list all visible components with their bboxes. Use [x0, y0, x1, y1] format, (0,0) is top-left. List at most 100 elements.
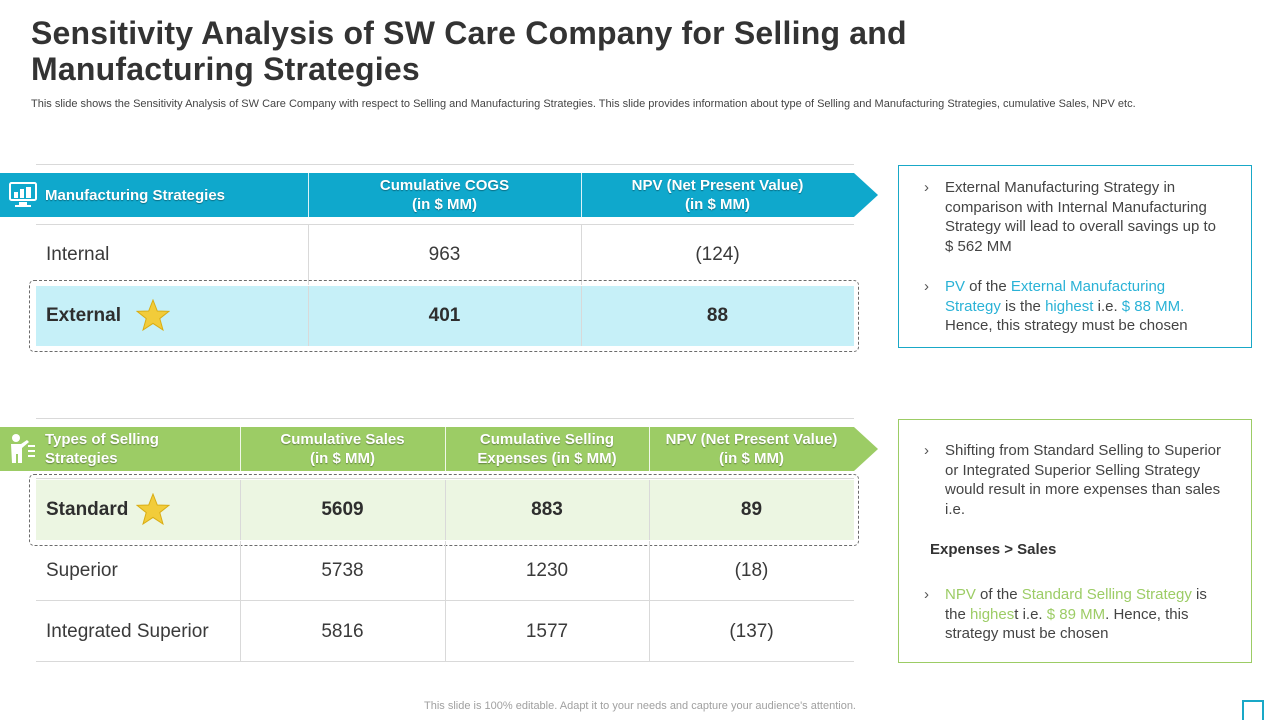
col-line	[240, 601, 241, 662]
highlight-text: $ 88 MM.	[1121, 297, 1185, 315]
header-cumulative-sales: Cumulative Sales (in $ MM)	[280, 431, 405, 467]
highlight-text: highest	[1045, 297, 1094, 315]
col-line	[308, 225, 309, 285]
header-npv: NPV (Net Present Value) (in $ MM)	[631, 177, 804, 213]
note-bullet: › PV of the External Manufacturing Strat…	[924, 277, 1224, 336]
row-name: External	[46, 305, 121, 326]
header-band	[0, 173, 854, 217]
header-arrow	[854, 427, 878, 471]
note-fragment: of the	[965, 278, 1011, 295]
table-row: Integrated Superior 5816 1577 (137)	[36, 601, 854, 662]
row-npv: 88	[706, 305, 729, 326]
chevron-right-icon: ›	[924, 586, 929, 603]
row-line	[36, 661, 854, 662]
top-rule	[36, 164, 854, 165]
row-npv: (18)	[734, 560, 769, 581]
header-band	[0, 427, 854, 471]
header-npv: NPV (Net Present Value) (in $ MM)	[665, 431, 838, 467]
factory-monitor-icon	[9, 182, 37, 207]
row-cogs: 963	[428, 244, 461, 265]
note-fragment: t i.e.	[1014, 605, 1047, 623]
header-separator	[649, 427, 650, 471]
highlight-text: PV	[945, 278, 966, 295]
header-arrow	[854, 173, 878, 217]
note-bullet: › NPV of the Standard Selling Strategy i…	[924, 585, 1224, 644]
presenter-icon	[11, 434, 35, 463]
footer-note: This slide is 100% editable. Adapt it to…	[424, 700, 856, 712]
col-line	[240, 541, 241, 601]
row-expenses: 1577	[525, 620, 569, 642]
header-separator	[445, 427, 446, 471]
chevron-right-icon: ›	[924, 278, 929, 295]
col-line	[445, 480, 446, 540]
note-text: NPV of the Standard Selling Strategy is …	[945, 585, 1224, 644]
header-separator	[240, 427, 241, 471]
col-line	[581, 225, 582, 285]
page-title: Sensitivity Analysis of SW Care Company …	[31, 15, 907, 87]
row-sales: 5609	[321, 499, 364, 520]
highlight-frame	[29, 280, 859, 352]
row-name: Internal	[46, 244, 110, 265]
note-bullet: › Shifting from Standard Selling to Supe…	[924, 441, 1224, 519]
note-fragment: is the	[945, 586, 1207, 623]
manufacturing-header: Manufacturing Strategies Cumulative COGS…	[0, 173, 878, 217]
row-npv: (124)	[695, 244, 740, 265]
highlight-text: $ 89 MM	[1046, 605, 1106, 623]
row-npv: (137)	[729, 620, 774, 642]
row-cogs: 401	[428, 305, 461, 326]
note-fragment: i.e.	[1093, 297, 1122, 315]
manufacturing-notes-box: › External Manufacturing Strategy in com…	[898, 165, 1252, 348]
highlight-text: NPV	[945, 586, 976, 603]
row-rule	[36, 224, 854, 225]
note-text: Shifting from Standard Selling to Superi…	[945, 442, 1221, 518]
row-name: Integrated Superior	[46, 620, 209, 642]
header-separator	[308, 173, 309, 217]
expenses-vs-sales: Expenses > Sales	[930, 541, 1057, 558]
col-line	[581, 286, 582, 346]
selling-notes-box: › Shifting from Standard Selling to Supe…	[898, 419, 1252, 663]
highlight-text: External Manufacturing Strategy	[945, 278, 1166, 315]
page-subtitle: This slide shows the Sensitivity Analysi…	[31, 98, 1136, 110]
header-cumulative-expenses: Cumulative Selling Expenses (in $ MM)	[477, 431, 617, 467]
highlight-text: Standard Selling Strategy	[1021, 586, 1192, 603]
row-line	[36, 600, 854, 601]
row-rule	[36, 478, 854, 479]
highlight-text: highes	[970, 605, 1015, 623]
note-fragment: . Hence, this strategy must be chosen	[945, 605, 1189, 643]
note-fragment: is the	[1000, 297, 1046, 315]
chevron-right-icon: ›	[924, 179, 929, 196]
row-sales: 5738	[321, 560, 364, 581]
star-icon	[136, 493, 170, 526]
corner-decoration	[1242, 700, 1264, 720]
row-npv: 89	[740, 499, 763, 520]
selling-header: Types of Selling Strategies Cumulative S…	[0, 427, 878, 471]
col-line	[649, 541, 650, 601]
header-cumulative-cogs: Cumulative COGS (in $ MM)	[379, 177, 510, 213]
note-fragment: Hence, this strategy must be chosen	[945, 317, 1188, 334]
row-sales: 5816	[321, 620, 364, 642]
header-manufacturing-strategies: Manufacturing Strategies	[45, 186, 226, 204]
col-line	[308, 286, 309, 346]
col-line	[445, 601, 446, 662]
row-expenses: 883	[531, 499, 563, 520]
table-row: Superior 5738 1230 (18)	[36, 541, 854, 601]
col-line	[240, 480, 241, 540]
note-text: External Manufacturing Strategy in compa…	[945, 179, 1216, 255]
row-name: Standard	[46, 499, 129, 520]
col-line	[649, 480, 650, 540]
table-row-highlighted: Standard 5609 883 89	[36, 480, 854, 540]
note-fragment: of the	[975, 586, 1022, 603]
header-types-of-selling: Types of Selling Strategies	[45, 431, 159, 467]
star-icon	[136, 299, 170, 332]
chevron-right-icon: ›	[924, 442, 929, 459]
top-rule	[36, 418, 854, 419]
col-line	[445, 541, 446, 601]
highlight-frame	[29, 474, 859, 546]
note-text: PV of the External Manufacturing Strateg…	[945, 277, 1224, 336]
row-name: Superior	[46, 560, 118, 581]
header-separator	[581, 173, 582, 217]
table-row-highlighted: External 401 88	[36, 286, 854, 346]
note-bullet: › External Manufacturing Strategy in com…	[924, 178, 1224, 256]
table-row: Internal 963 (124)	[36, 225, 854, 285]
col-line	[649, 601, 650, 662]
